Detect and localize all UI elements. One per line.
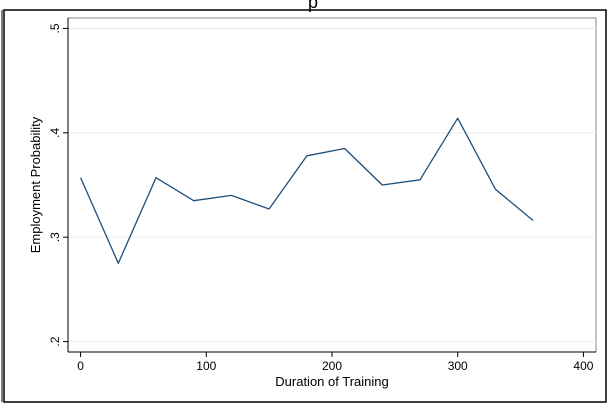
x-axis-label: Duration of Training xyxy=(275,374,388,389)
y-axis-label: Employment Probability xyxy=(28,116,43,253)
y-tick-label: .5 xyxy=(48,23,62,33)
gridlines xyxy=(68,27,596,343)
x-axis: 0 100 200 300 400 xyxy=(68,351,596,373)
x-tick-label: 400 xyxy=(573,359,593,373)
x-tick-label: 100 xyxy=(196,359,216,373)
chart-title: p xyxy=(308,0,318,12)
x-tick-label: 200 xyxy=(322,359,342,373)
y-tick-label: .3 xyxy=(48,232,62,242)
y-tick-label: .2 xyxy=(48,336,62,346)
y-axis: .2 .3 .4 .5 xyxy=(48,18,69,352)
series-group xyxy=(80,117,534,264)
y-tick-label: .4 xyxy=(48,127,62,137)
plot-area xyxy=(67,17,597,353)
series-line xyxy=(80,117,534,264)
x-tick-label: 0 xyxy=(77,359,84,373)
x-tick-label: 300 xyxy=(448,359,468,373)
